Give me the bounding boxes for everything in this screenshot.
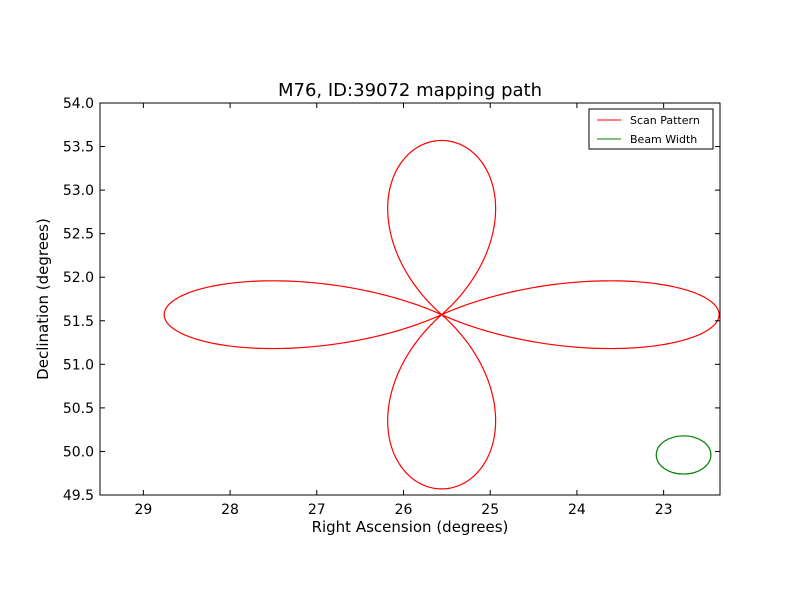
plot-frame: [99, 102, 721, 496]
y-tick-label: 53.5: [63, 140, 94, 156]
x-tick-label: 26: [395, 502, 413, 518]
x-tick-label: 25: [481, 502, 499, 518]
legend-label-scan-pattern: Scan Pattern: [630, 114, 700, 127]
y-tick-label: 53.0: [63, 183, 94, 199]
legend-box: [588, 108, 714, 150]
x-tick-label: 27: [308, 502, 326, 518]
series-scan-pattern: [163, 139, 720, 490]
x-axis-label: Right Ascension (degrees): [312, 518, 509, 536]
legend: Scan Pattern Beam Width: [588, 108, 714, 150]
x-tick-label: 24: [568, 502, 586, 518]
plot-area: [163, 139, 720, 490]
y-tick-label: 50.0: [63, 444, 94, 460]
axis-ticks: 29 28 27 26 25 24 23 49.5 50.0 50.5 51.0 51.5 52.0 52…: [63, 96, 720, 518]
series-beam-width: [655, 435, 712, 475]
y-tick-label: 52.5: [63, 227, 94, 243]
y-tick-label: 51.5: [63, 314, 94, 330]
y-axis-label: Declination (degrees): [34, 218, 52, 380]
y-tick-label: 51.0: [63, 357, 94, 373]
x-tick-label: 23: [655, 502, 673, 518]
x-tick-label: 28: [221, 502, 239, 518]
y-tick-label: 54.0: [63, 96, 94, 112]
chart-title: M76, ID:39072 mapping path: [278, 80, 542, 101]
legend-label-beam-width: Beam Width: [630, 133, 697, 146]
y-tick-label: 50.5: [63, 401, 94, 417]
x-tick-label: 29: [134, 502, 152, 518]
y-tick-label: 52.0: [63, 270, 94, 286]
y-tick-label: 49.5: [63, 488, 94, 504]
